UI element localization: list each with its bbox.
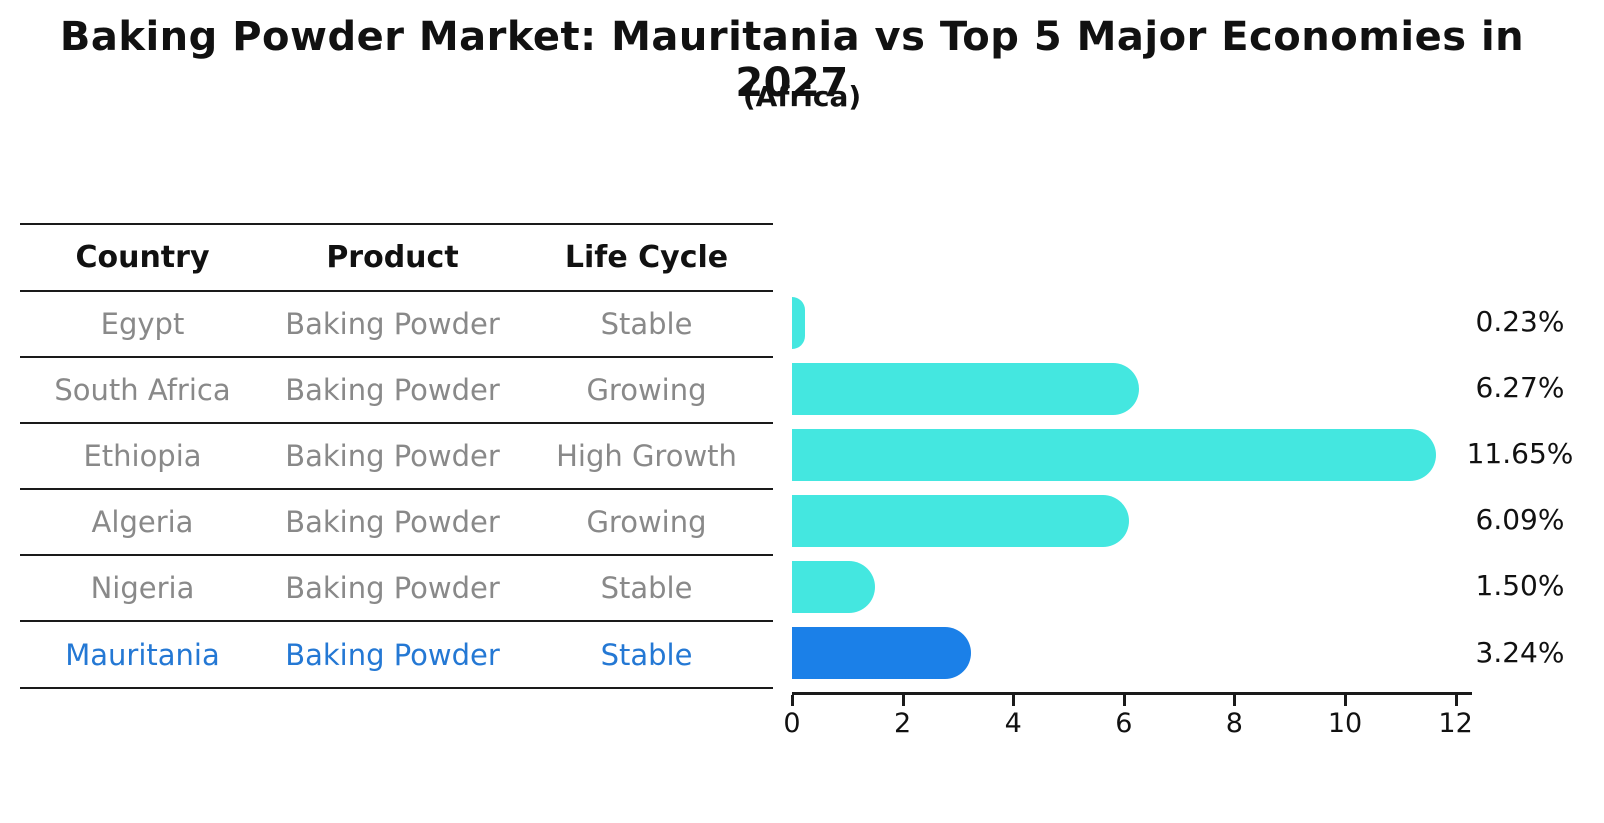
table-header-row: Country Product Life Cycle — [20, 225, 773, 292]
x-tick-mark — [791, 695, 794, 706]
x-tick-label: 2 — [894, 708, 912, 739]
cell-country: South Africa — [54, 372, 231, 407]
chart-title: Baking Powder Market: Mauritania vs Top … — [59, 14, 1525, 106]
x-tick-mark — [1344, 695, 1347, 706]
cell-product: Baking Powder — [285, 571, 500, 606]
cell-life-cycle: Growing — [586, 505, 707, 540]
header-country: Country — [75, 239, 210, 275]
table-row-mauritania: Mauritania Baking Powder Stable — [20, 622, 773, 689]
table-row: Nigeria Baking Powder Stable — [20, 556, 773, 623]
table-row: South Africa Baking Powder Growing — [20, 358, 773, 424]
cell-life-cycle: Stable — [600, 637, 693, 672]
bar-mauritania — [792, 627, 972, 679]
bar-ethiopia — [792, 428, 1437, 481]
bar-egypt — [792, 296, 805, 349]
x-tick-mark — [1012, 695, 1016, 706]
x-tick-label: 8 — [1225, 708, 1243, 739]
table-row: Ethiopia Baking Powder High Growth — [20, 424, 773, 491]
x-tick-label: 12 — [1438, 708, 1473, 739]
cell-life-cycle: High Growth — [556, 438, 737, 473]
country-table: Country Product Life Cycle Egypt Baking … — [20, 223, 773, 689]
value-label: 3.24% — [1475, 636, 1565, 669]
cell-life-cycle: Stable — [600, 306, 693, 341]
bar-nigeria — [792, 560, 875, 613]
cell-country: Nigeria — [90, 571, 195, 606]
cell-country: Mauritania — [65, 637, 220, 672]
x-tick-label: 10 — [1327, 708, 1363, 739]
value-label: 11.65% — [1466, 437, 1574, 470]
x-tick-mark — [1122, 695, 1126, 706]
x-tick-label: 6 — [1115, 708, 1133, 739]
table-row: Algeria Baking Powder Growing — [20, 490, 773, 557]
value-label: 0.23% — [1475, 305, 1565, 338]
x-tick-label: 4 — [1004, 708, 1022, 739]
value-label: 6.27% — [1475, 371, 1565, 404]
x-tick-label: 0 — [783, 708, 801, 739]
cell-life-cycle: Stable — [600, 571, 693, 606]
cell-country: Egypt — [100, 306, 185, 341]
cell-country: Ethiopia — [83, 438, 202, 473]
bar-south-africa — [792, 362, 1139, 415]
header-product: Product — [326, 239, 459, 275]
x-tick-mark — [1233, 695, 1237, 706]
x-tick-mark — [901, 695, 905, 706]
cell-product: Baking Powder — [285, 306, 500, 341]
cell-product: Baking Powder — [285, 637, 500, 672]
cell-product: Baking Powder — [285, 372, 500, 407]
table-row: Egypt Baking Powder Stable — [20, 292, 773, 358]
x-tick-mark — [1454, 695, 1458, 706]
cell-country: Algeria — [91, 505, 194, 540]
value-label: 6.09% — [1475, 503, 1565, 536]
bar-algeria — [792, 494, 1129, 547]
value-label: 1.50% — [1475, 569, 1565, 602]
cell-product: Baking Powder — [285, 505, 500, 540]
cell-life-cycle: Growing — [586, 372, 707, 407]
cell-product: Baking Powder — [285, 438, 500, 473]
x-axis-line — [792, 692, 1472, 695]
chart-subtitle: (Africa) — [742, 80, 862, 113]
header-life-cycle: Life Cycle — [564, 239, 729, 275]
